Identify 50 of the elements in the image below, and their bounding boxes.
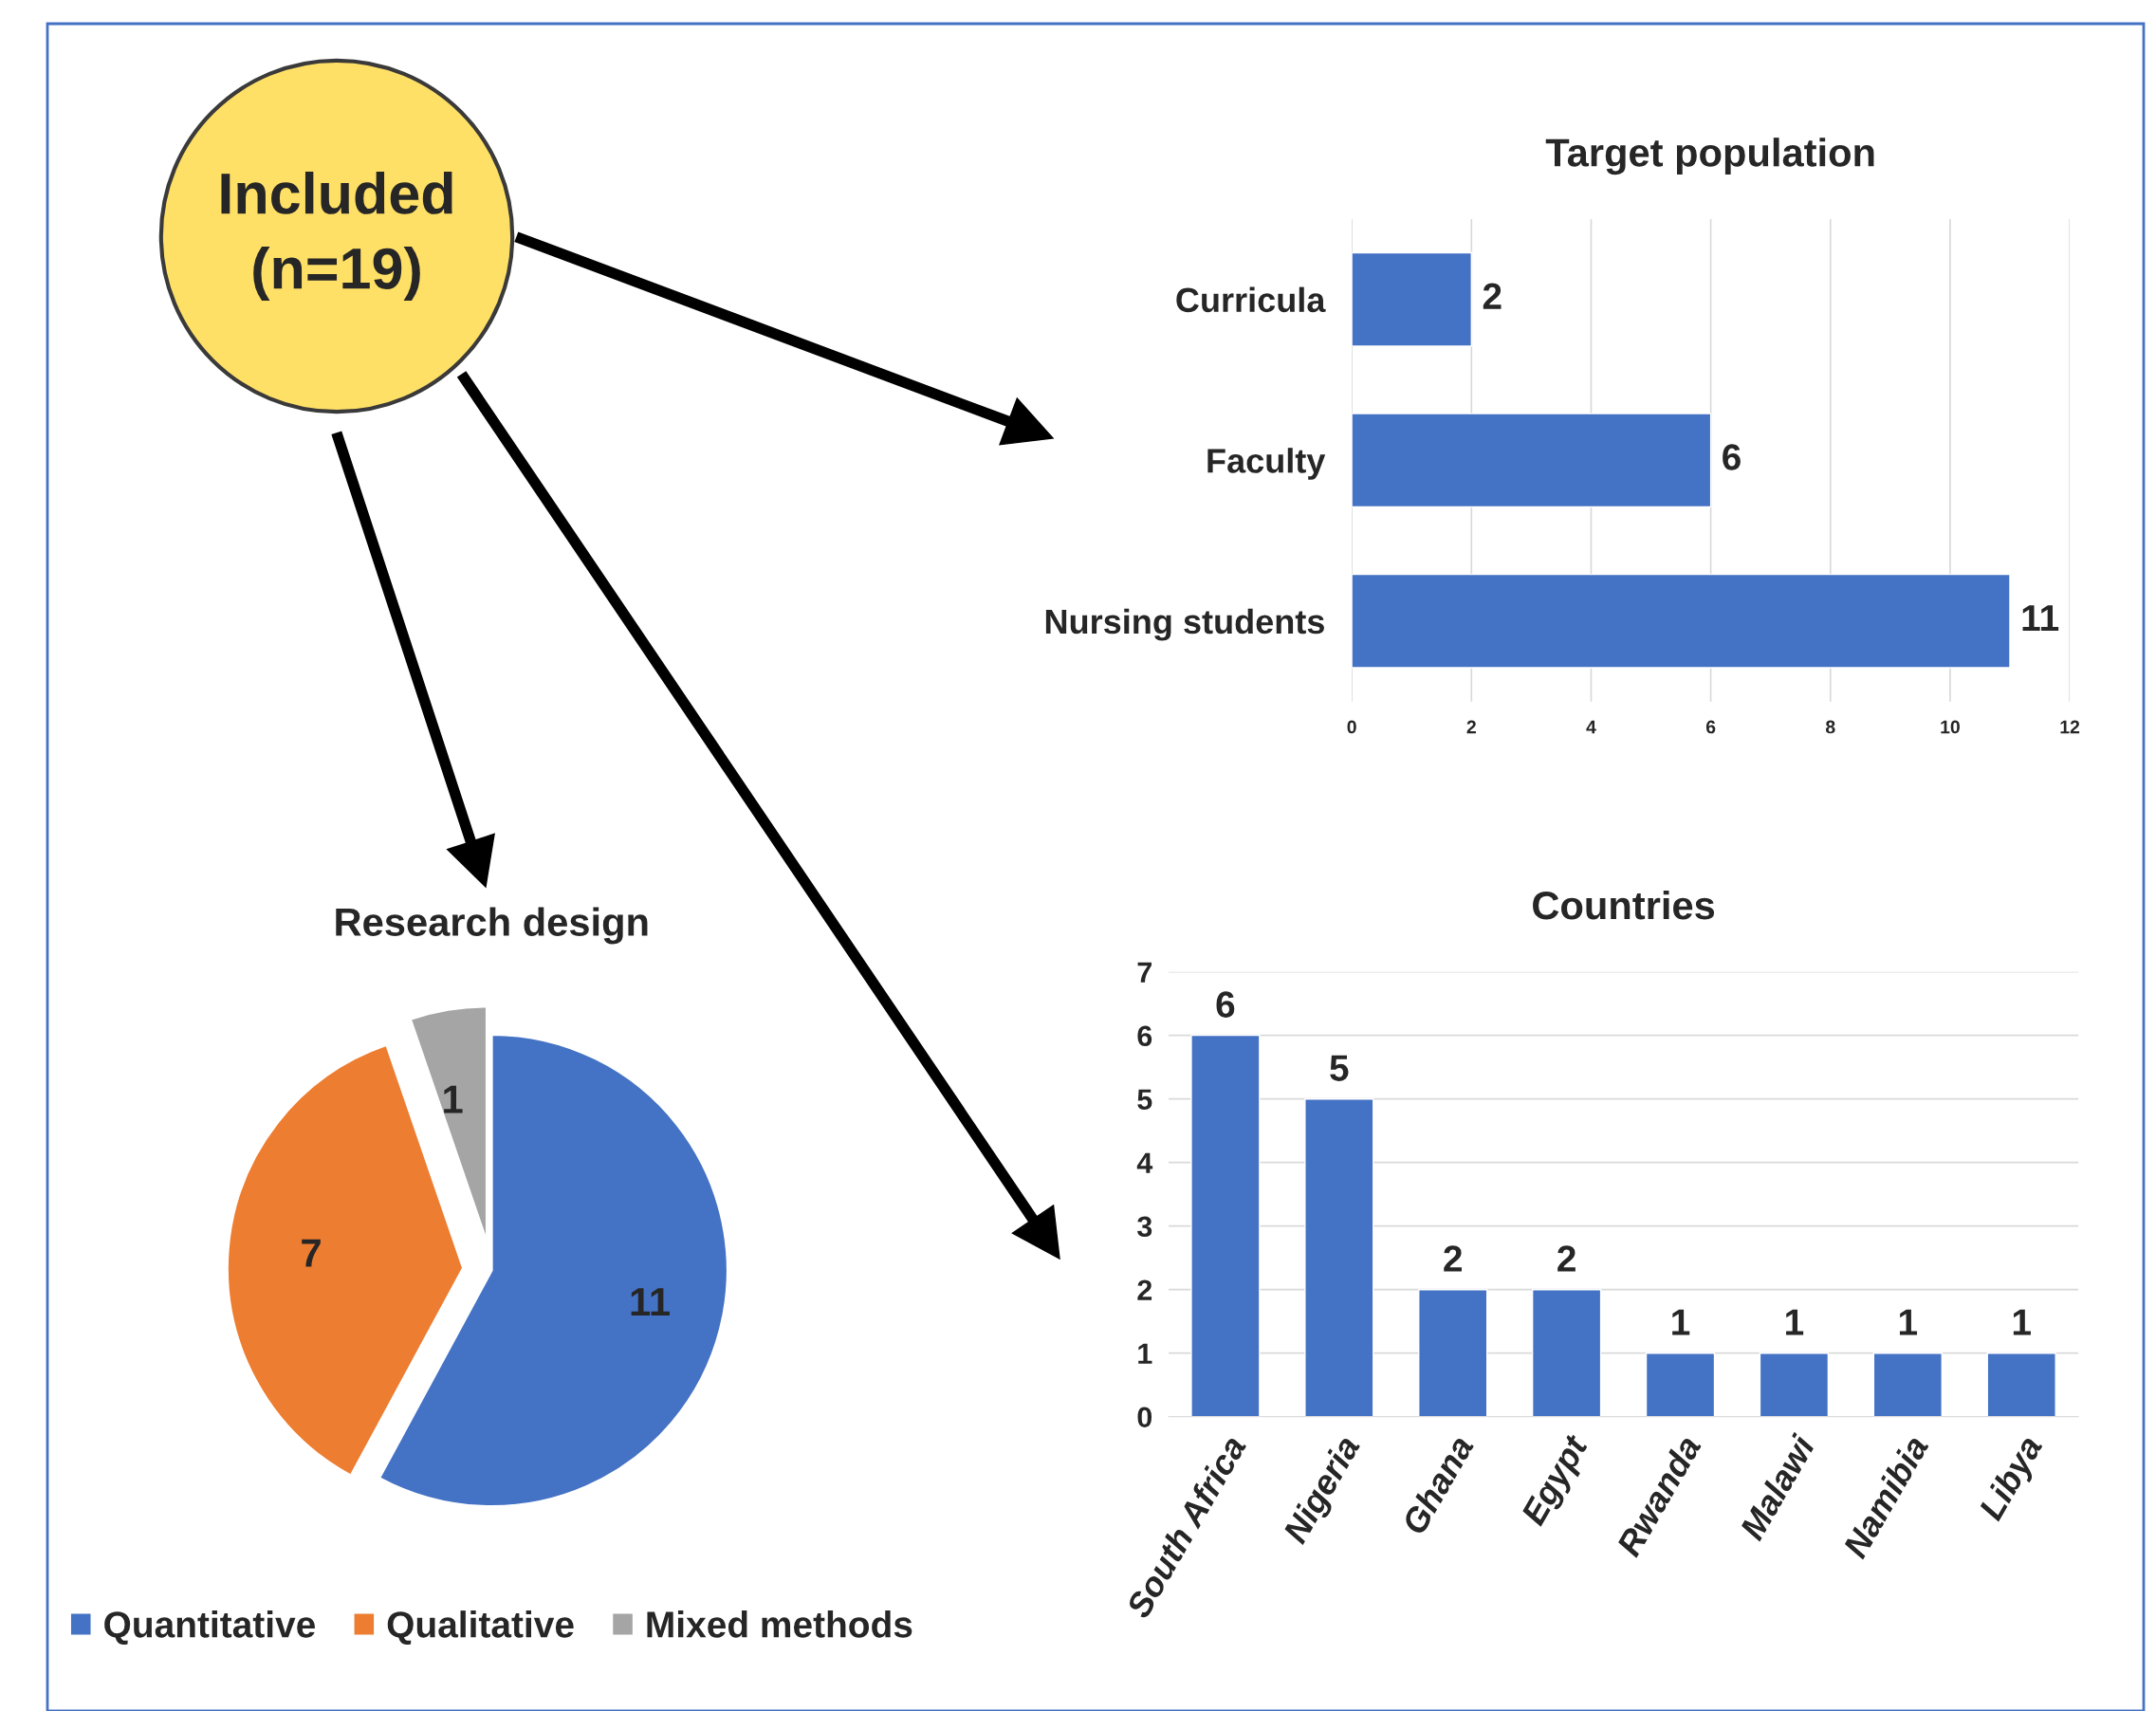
y-tick-label: 7 [1137, 962, 1152, 983]
data-label: 11 [2022, 605, 2059, 631]
x-tick-label: 6 [1705, 720, 1716, 734]
bar [1759, 1352, 1830, 1417]
data-label: 7 [302, 1239, 321, 1267]
data-label: 5 [1330, 1055, 1349, 1081]
y-tick-label: Faculty [1207, 448, 1326, 480]
data-label: 11 [631, 1288, 670, 1315]
legend-label: Quantitative [104, 1610, 315, 1645]
data-label: 2 [1557, 1245, 1576, 1272]
y-tick-label: Nursing students [1045, 608, 1324, 641]
bar [1304, 1097, 1374, 1417]
bar [1418, 1289, 1488, 1417]
bar [1986, 1352, 2056, 1417]
x-tick-label: 2 [1466, 720, 1476, 734]
bar [1352, 413, 1712, 508]
y-tick-label: 4 [1136, 1152, 1153, 1173]
y-tick-label: 5 [1137, 1089, 1152, 1111]
data-label: 1 [2013, 1309, 2031, 1335]
x-tick-label: 10 [1941, 720, 1960, 734]
bar [1531, 1289, 1602, 1417]
data-label: 1 [1899, 1309, 1918, 1335]
bar [1872, 1352, 1943, 1417]
y-tick-label: 3 [1137, 1216, 1152, 1238]
y-tick-label: 6 [1137, 1025, 1152, 1047]
bar [1352, 573, 2011, 669]
x-tick-label: 12 [2060, 720, 2080, 734]
x-tick-label: 8 [1825, 720, 1835, 734]
legend-label: Mixed methods [647, 1610, 912, 1638]
x-tick-label: 4 [1586, 720, 1596, 734]
data-label: 6 [1723, 444, 1741, 470]
bar [1645, 1352, 1716, 1417]
y-tick-label: 1 [1138, 1343, 1152, 1364]
data-label: 1 [1786, 1309, 1804, 1335]
y-tick-label: Curricula [1176, 286, 1326, 313]
chart-title: Target population [1545, 138, 1874, 175]
y-tick-label: 2 [1137, 1279, 1152, 1300]
data-label: 6 [1216, 991, 1235, 1018]
bar [1190, 1034, 1261, 1417]
text: Included (n=19) [221, 171, 452, 302]
y-tick-label: 0 [1137, 1407, 1152, 1428]
legend-label: Qualitative [387, 1610, 574, 1645]
data-label: 1 [1672, 1309, 1690, 1335]
chart-title: Countries [1533, 890, 1715, 920]
data-label: 1 [444, 1085, 463, 1113]
data-label: 2 [1444, 1245, 1462, 1272]
bar [1352, 251, 1473, 347]
data-label: 2 [1483, 283, 1502, 309]
x-tick-label: 0 [1347, 720, 1356, 734]
chart-title: Research design [336, 907, 648, 945]
